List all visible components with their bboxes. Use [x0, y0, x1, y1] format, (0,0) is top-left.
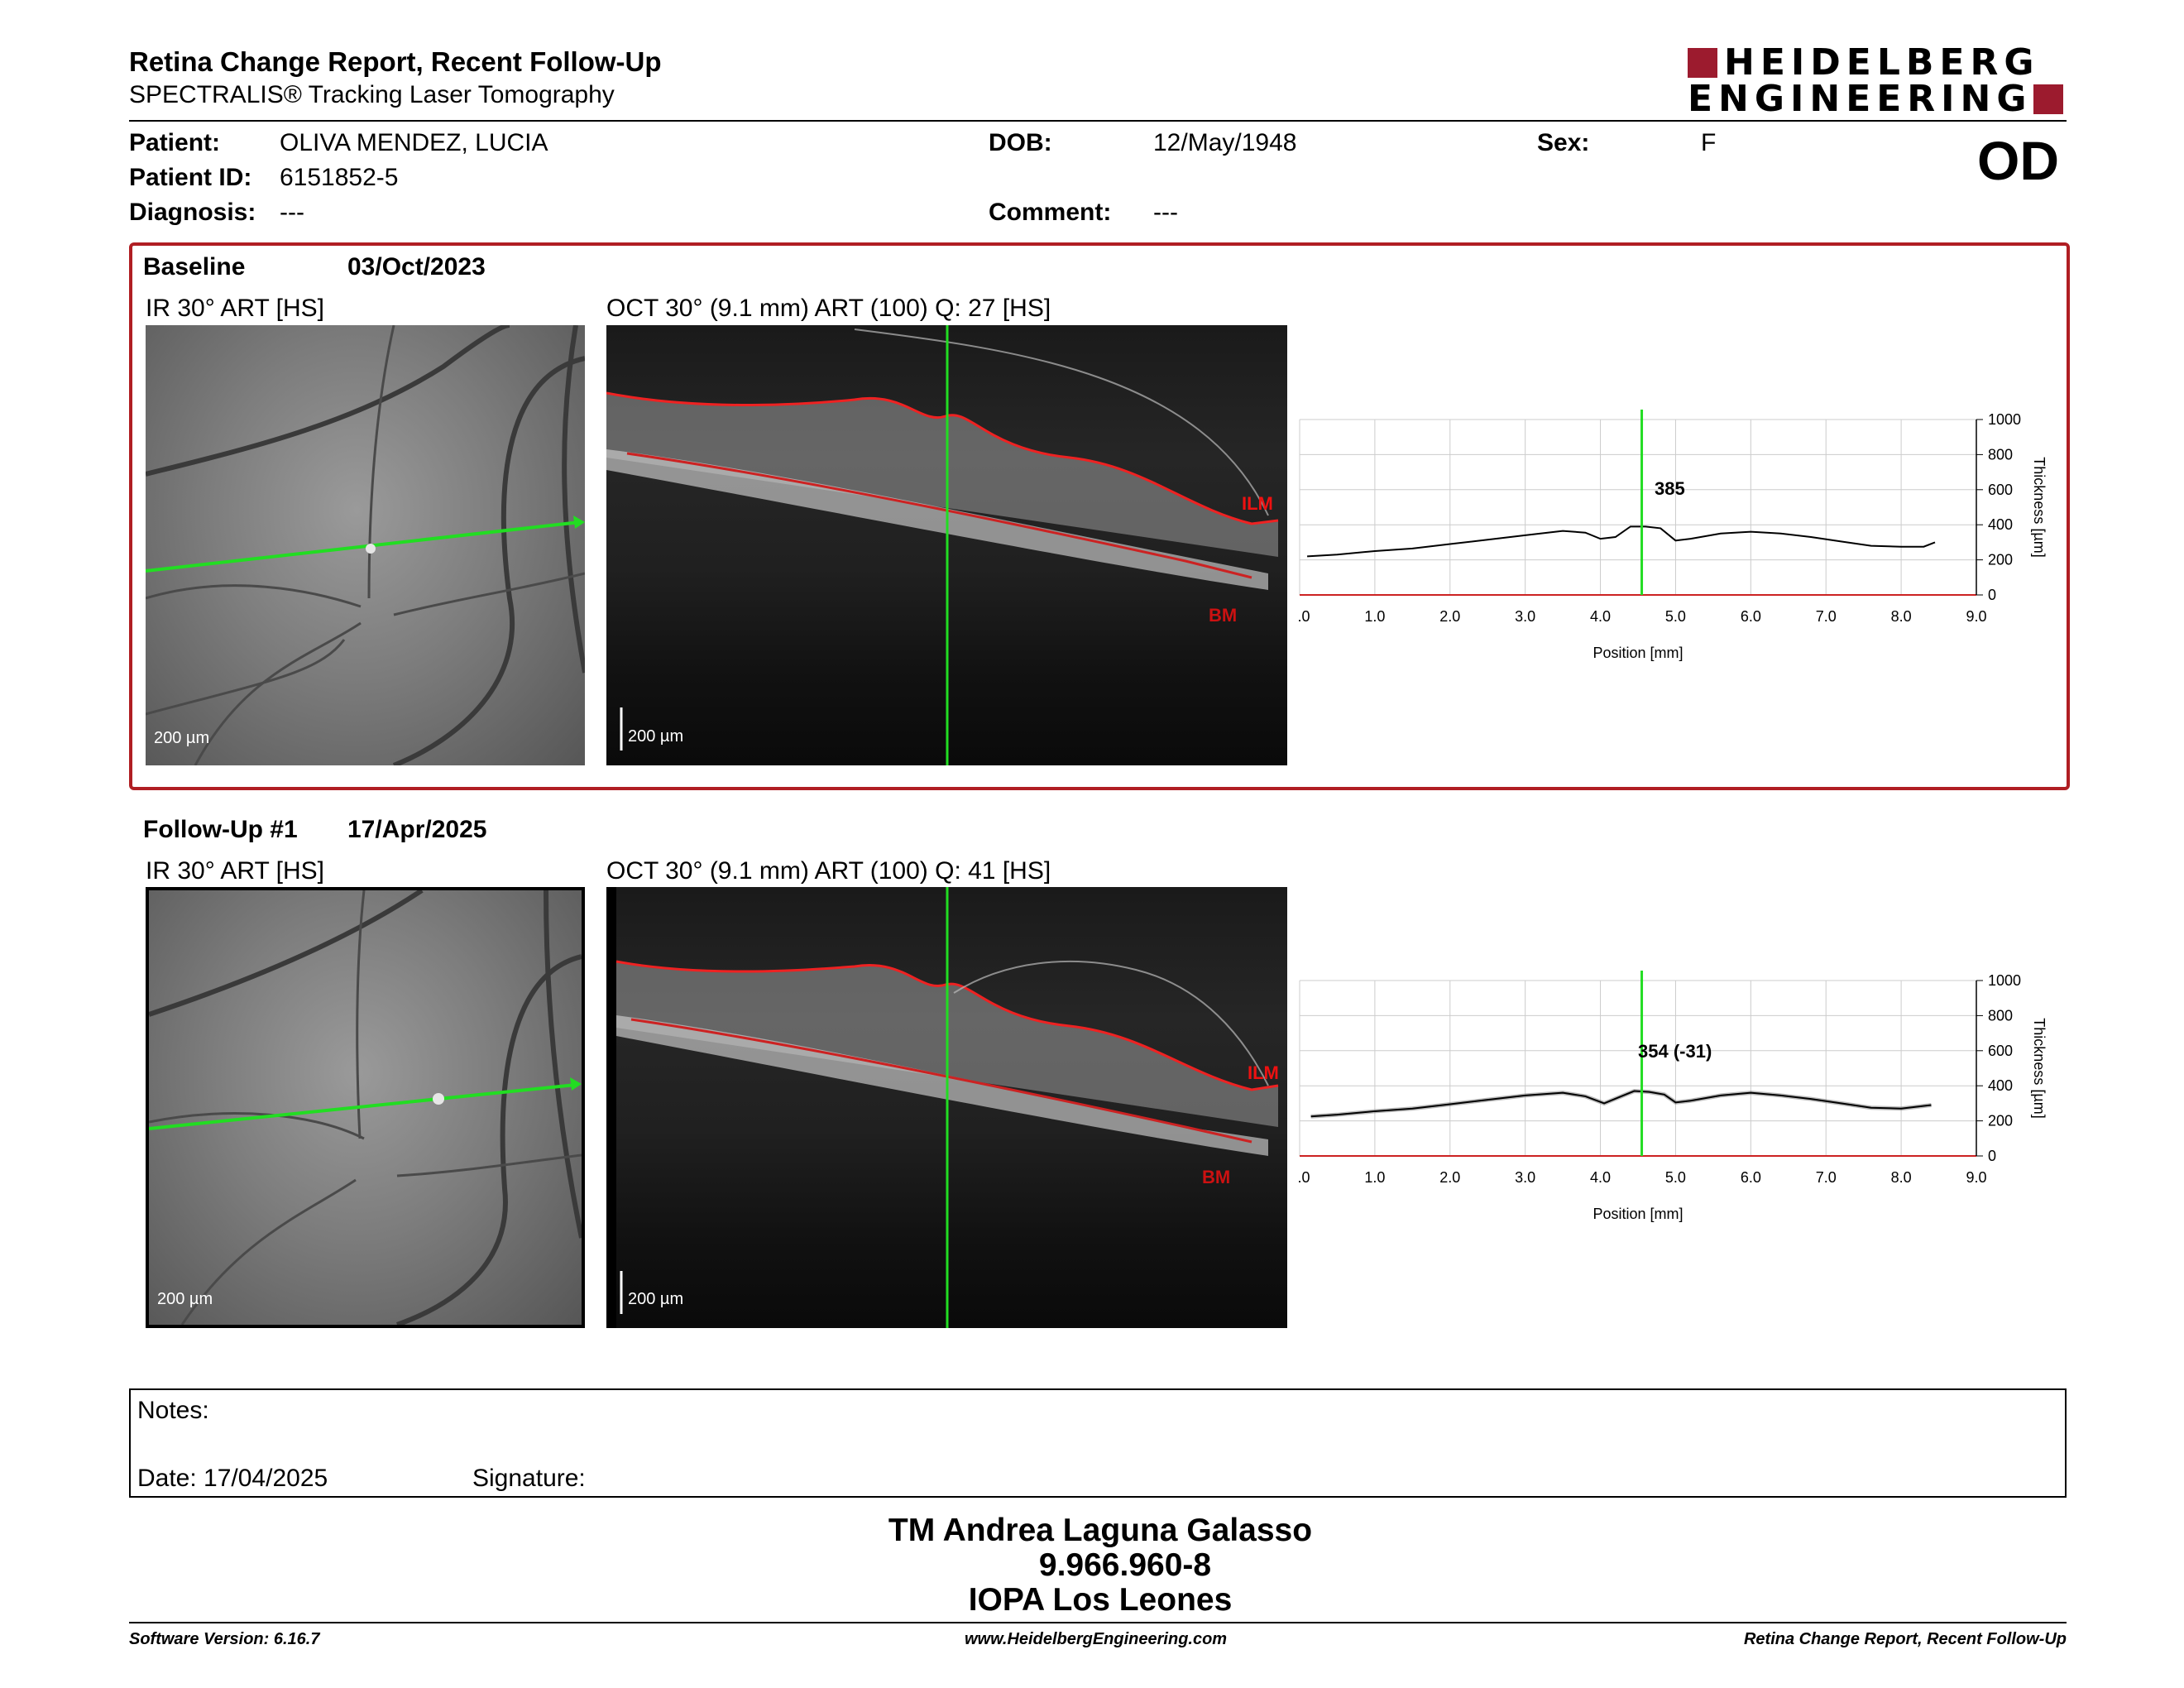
- logo-line1: HEIDELBERG: [1724, 41, 2040, 84]
- followup-ir-label: IR 30° ART [HS]: [146, 857, 324, 885]
- eye-indicator: OD: [1977, 130, 2059, 191]
- patient-id: 6151852-5: [280, 164, 399, 191]
- followup-label: Follow-Up #1: [143, 816, 298, 843]
- footer-website[interactable]: www.HeidelbergEngineering.com: [965, 1630, 1228, 1648]
- baseline-ir-scale: 200 µm: [154, 729, 210, 747]
- followup-oct-scale: 200 µm: [628, 1290, 684, 1308]
- thickness-line: [1307, 525, 1936, 558]
- dob-value: 12/May/1948: [1153, 129, 1297, 156]
- baseline-oct-label: OCT 30° (9.1 mm) ART (100) Q: 27 [HS]: [606, 295, 1051, 322]
- heidelberg-logo: HEIDELBERG ENGINEERING: [1688, 41, 2064, 120]
- baseline-ir-label: IR 30° ART [HS]: [146, 295, 324, 322]
- signature-label: Signature:: [472, 1465, 586, 1492]
- x-tick-label: 3.0: [1515, 1169, 1535, 1186]
- baseline-label: Baseline: [143, 253, 246, 281]
- x-tick-label: 1.0: [1364, 608, 1385, 625]
- y-axis-label: Thickness [µm]: [2031, 457, 2048, 557]
- followup-date: 17/Apr/2025: [347, 816, 487, 843]
- dob-label: DOB:: [989, 129, 1052, 156]
- logo-red-square-top: [1688, 48, 1717, 78]
- x-tick-label: 0.0: [1299, 1169, 1310, 1186]
- signer-id: 9.966.960-8: [1038, 1547, 1212, 1583]
- baseline-thickness-value: 385: [1655, 478, 1685, 499]
- followup-oct-layers: [606, 887, 1279, 1328]
- footer-report-name: Retina Change Report, Recent Follow-Up: [1743, 1630, 2067, 1648]
- x-tick-label: 3.0: [1515, 608, 1535, 625]
- followup-ir-scale: 200 µm: [157, 1290, 213, 1308]
- followup-thickness-chart: 0.0 1.0 2.0 3.0 4.0 5.0 6.0 7.0 8.0 9.00 200 400 600…: [1299, 971, 2048, 1222]
- y-tick-label: 1000: [1988, 972, 2021, 989]
- y-tick-label: 600: [1988, 1043, 2013, 1059]
- patient-name: OLIVA MENDEZ, LUCIA: [280, 129, 548, 156]
- x-tick-label: 9.0: [1966, 608, 1986, 625]
- report-subtitle: SPECTRALIS® Tracking Laser Tomography: [129, 81, 615, 108]
- y-tick-label: 800: [1988, 1007, 2013, 1024]
- baseline-section-frame: [129, 242, 2070, 790]
- baseline-ilm-label: ILM: [1242, 493, 1273, 514]
- baseline-fundus-vessels: [146, 325, 585, 765]
- header-divider: [129, 120, 2067, 122]
- baseline-ir-fundus-image: 200 µm: [146, 325, 585, 765]
- comment-label: Comment:: [989, 199, 1112, 226]
- x-tick-label: 5.0: [1665, 1169, 1686, 1186]
- y-tick-label: 400: [1988, 1077, 2013, 1094]
- patient-label: Patient:: [129, 129, 221, 156]
- x-tick-label: 8.0: [1891, 608, 1912, 625]
- y-tick-label: 600: [1988, 482, 2013, 498]
- followup-ilm-label: ILM: [1248, 1062, 1279, 1083]
- x-tick-label: 4.0: [1590, 1169, 1611, 1186]
- followup-bm-label: BM: [1202, 1167, 1231, 1187]
- sex-label: Sex:: [1537, 129, 1590, 156]
- notes-date: Date: 17/04/2025: [137, 1465, 328, 1492]
- signer-institution: IOPA Los Leones: [968, 1582, 1233, 1618]
- diagnosis-label: Diagnosis:: [129, 199, 256, 226]
- y-tick-label: 400: [1988, 516, 2013, 533]
- baseline-bm-label: BM: [1209, 605, 1238, 626]
- patient-id-label: Patient ID:: [129, 164, 252, 191]
- x-axis-label: Position [mm]: [1592, 1206, 1683, 1222]
- footer-software-version: Software Version: 6.16.7: [129, 1630, 320, 1648]
- y-tick-label: 800: [1988, 446, 2013, 463]
- logo-line2: ENGINEERING: [1688, 78, 2033, 120]
- sex-value: F: [1701, 129, 1717, 156]
- x-axis-label: Position [mm]: [1592, 645, 1683, 661]
- baseline-oct-bscan-image: ILM BM 200 µm: [606, 325, 1287, 765]
- y-axis-label: Thickness [µm]: [2031, 1018, 2048, 1118]
- followup-oct-bscan-image: ILM BM 200 µm: [606, 887, 1287, 1328]
- comment-value: ---: [1153, 199, 1178, 226]
- followup-ir-fundus-image: 200 µm: [149, 890, 582, 1325]
- x-tick-label: 6.0: [1741, 1169, 1761, 1186]
- followup-thickness-value: 354 (-31): [1638, 1041, 1712, 1062]
- x-tick-label: 6.0: [1741, 608, 1761, 625]
- x-tick-label: 9.0: [1966, 1169, 1986, 1186]
- x-tick-label: 7.0: [1816, 608, 1837, 625]
- x-tick-label: 0.0: [1299, 608, 1310, 625]
- baseline-oct-layers: [606, 325, 1279, 765]
- y-tick-label: 200: [1988, 552, 2013, 568]
- baseline-date: 03/Oct/2023: [347, 253, 486, 281]
- followup-oct-label: OCT 30° (9.1 mm) ART (100) Q: 41 [HS]: [606, 857, 1051, 885]
- diagnosis-value: ---: [280, 199, 304, 226]
- y-tick-label: 1000: [1988, 411, 2021, 428]
- x-tick-label: 2.0: [1439, 608, 1460, 625]
- report-title: Retina Change Report, Recent Follow-Up: [129, 46, 662, 77]
- y-tick-label: 0: [1988, 1148, 1996, 1164]
- notes-box[interactable]: Notes: Date: 17/04/2025 Signature:: [129, 1388, 2067, 1498]
- x-tick-label: 8.0: [1891, 1169, 1912, 1186]
- baseline-oct-scale: 200 µm: [628, 727, 684, 746]
- y-tick-label: 0: [1988, 587, 1996, 603]
- x-tick-label: 2.0: [1439, 1169, 1460, 1186]
- x-tick-label: 1.0: [1364, 1169, 1385, 1186]
- logo-red-square-bottom: [2033, 84, 2063, 114]
- notes-label: Notes:: [137, 1397, 209, 1424]
- footer-divider: [129, 1622, 2067, 1623]
- baseline-overlay-line: [1310, 1089, 1932, 1119]
- x-tick-label: 4.0: [1590, 608, 1611, 625]
- baseline-thickness-chart: 0.0 1.0 2.0 3.0 4.0 5.0 6.0 7.0 8.0 9.00 200 400 600…: [1299, 410, 2048, 661]
- signer-name: TM Andrea Laguna Galasso: [888, 1513, 1313, 1548]
- followup-fundus-vessels: [149, 890, 582, 1325]
- y-tick-label: 200: [1988, 1113, 2013, 1129]
- x-tick-label: 7.0: [1816, 1169, 1837, 1186]
- x-tick-label: 5.0: [1665, 608, 1686, 625]
